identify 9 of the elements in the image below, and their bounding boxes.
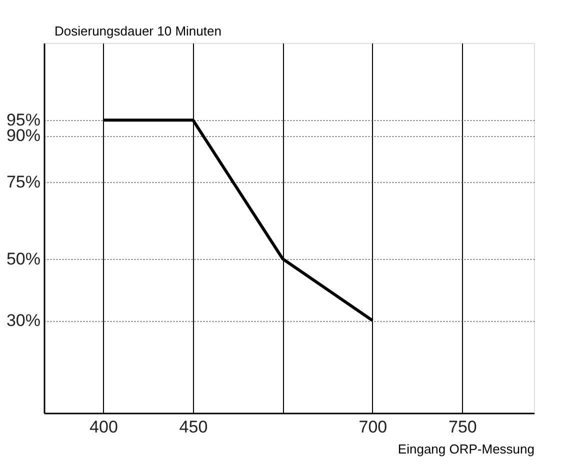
x-axis-title: Eingang ORP-Messung — [398, 442, 534, 456]
y-axis-title: Dosierungsdauer 10 Minuten — [54, 24, 222, 38]
y-tick-label: 50% — [6, 249, 40, 268]
x-tick-label: 700 — [358, 418, 388, 436]
x-tick-label: 400 — [90, 418, 118, 436]
x-tick-label: 750 — [448, 418, 477, 436]
y-tick-label: 30% — [6, 311, 40, 330]
y-tick-label: 75% — [6, 172, 40, 192]
x-tick-label: 450 — [179, 418, 208, 436]
